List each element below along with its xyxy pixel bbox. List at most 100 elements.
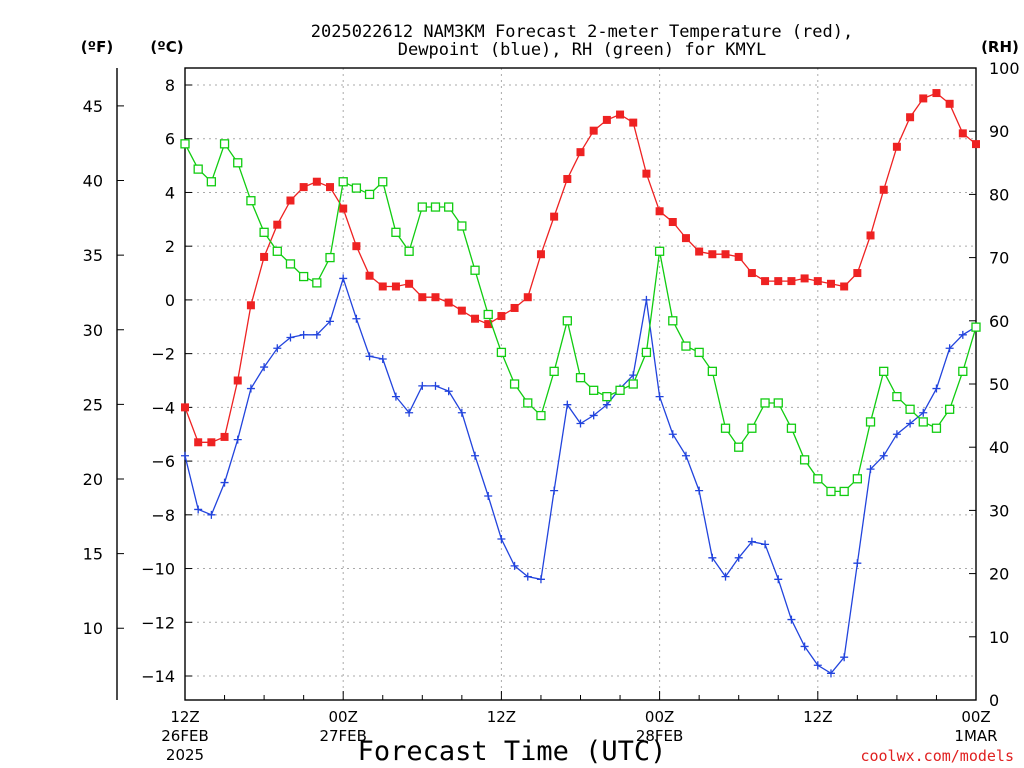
fahrenheit-tick-label: 25 <box>83 395 103 414</box>
dewpoint-point <box>497 534 506 543</box>
temperature-point <box>892 142 901 151</box>
dewpoint-point <box>299 330 308 339</box>
dewpoint-point <box>668 430 677 439</box>
rh-unit-label: (RH) <box>981 38 1019 56</box>
dewpoint-point <box>536 575 545 584</box>
rh-point <box>747 423 757 433</box>
dewpoint-point <box>589 411 598 420</box>
rh-point <box>628 379 638 389</box>
rh-point <box>193 164 203 174</box>
dewpoint-point <box>550 486 559 495</box>
celsius-tick-label: −6 <box>151 452 175 471</box>
temperature-point <box>471 314 480 323</box>
temperature-point <box>563 175 572 184</box>
fahrenheit-tick-label: 20 <box>83 470 103 489</box>
dewpoint-point <box>602 400 611 409</box>
dewpoint-point <box>326 317 335 326</box>
dewpoint-point <box>563 400 572 409</box>
dewpoint-point <box>246 384 255 393</box>
rh-point <box>404 246 414 256</box>
temperature-point <box>260 252 269 261</box>
temperature-point <box>919 94 928 103</box>
dewpoint-point <box>892 430 901 439</box>
temperature-point <box>708 250 717 259</box>
dewpoint-point <box>207 510 216 519</box>
rh-tick-label: 0 <box>989 691 999 710</box>
rh-point <box>470 265 480 275</box>
dewpoint-point <box>747 537 756 546</box>
rh-point <box>971 322 981 332</box>
x-tick-label: 1MAR <box>954 727 997 745</box>
rh-point <box>417 202 427 212</box>
rh-point <box>944 404 955 414</box>
temperature-point <box>510 303 519 312</box>
rh-point <box>694 347 704 358</box>
dewpoint-point <box>405 408 414 417</box>
dewpoint-point <box>484 492 493 501</box>
dewpoint-point <box>444 387 453 396</box>
rh-point <box>799 455 810 465</box>
temperature-point <box>418 293 427 302</box>
dewpoint-point <box>523 572 532 581</box>
temperature-point <box>497 312 506 321</box>
rh-point <box>338 177 348 187</box>
x-tick-label: 28FEB <box>636 727 683 745</box>
dewpoint-point <box>840 653 849 662</box>
rh-tick-label: 100 <box>989 59 1020 78</box>
rh-point <box>760 398 770 408</box>
fahrenheit-tick-label: 40 <box>83 172 103 191</box>
temperature-point <box>299 183 308 192</box>
chart-axes: −14−12−10−8−6−4−202468101520253035404501… <box>83 59 1020 764</box>
rh-point <box>206 177 217 187</box>
temperature-point <box>181 403 189 412</box>
temperature-point <box>352 242 361 251</box>
rh-point <box>615 385 625 395</box>
dewpoint-point <box>286 333 295 342</box>
rh-tick-label: 40 <box>989 438 1009 457</box>
rh-point <box>865 417 876 427</box>
temperature-point <box>391 282 400 291</box>
celsius-tick-label: −8 <box>151 506 175 525</box>
temperature-point <box>536 250 545 259</box>
temperature-point <box>246 301 255 310</box>
rh-tick-label: 20 <box>989 565 1009 584</box>
fahrenheit-unit-label: (ºF) <box>81 38 113 56</box>
rh-tick-label: 90 <box>989 122 1009 141</box>
dewpoint-point <box>695 486 704 495</box>
temperature-point <box>642 169 651 178</box>
rh-point <box>641 347 652 358</box>
dewpoint-point <box>576 419 585 428</box>
dewpoint-point <box>813 661 822 670</box>
dewpoint-point <box>642 295 651 304</box>
rh-point <box>839 486 849 497</box>
rh-point <box>523 398 533 408</box>
rh-tick-label: 70 <box>989 249 1009 268</box>
dewpoint-point <box>629 371 638 380</box>
dewpoint-point <box>365 352 374 361</box>
rh-point <box>602 391 612 402</box>
x-tick-label: 27FEB <box>319 727 366 745</box>
dewpoint-point <box>194 505 203 514</box>
celsius-unit-label: (ºC) <box>150 38 183 56</box>
dewpoint-point <box>391 392 400 401</box>
rh-point <box>931 423 942 433</box>
celsius-tick-label: 8 <box>165 76 175 95</box>
rh-point <box>391 227 401 237</box>
rh-tick-label: 80 <box>989 185 1009 204</box>
rh-point <box>298 271 309 282</box>
dewpoint-point <box>181 451 189 460</box>
x-tick-label: 12Z <box>803 708 832 726</box>
temperature-series <box>181 89 980 447</box>
dewpoint-point <box>721 572 730 581</box>
credit-link[interactable]: coolwx.com/models <box>860 747 1014 765</box>
rh-point <box>272 246 282 256</box>
dewpoint-point <box>378 355 387 364</box>
celsius-tick-label: 4 <box>165 183 175 202</box>
temperature-point <box>747 269 756 278</box>
rh-point <box>246 196 256 206</box>
x-tick-label: 12Z <box>170 708 199 726</box>
temperature-point <box>932 89 941 98</box>
temperature-point <box>958 129 967 138</box>
dewpoint-point <box>826 669 835 678</box>
